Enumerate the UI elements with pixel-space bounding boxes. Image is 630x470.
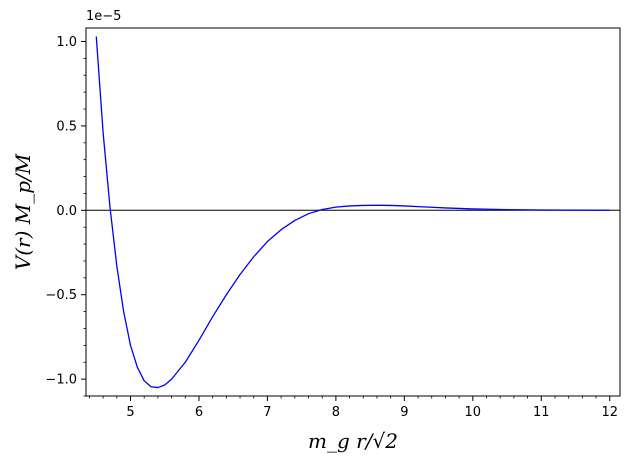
- y-tick-label: −0.5: [45, 288, 77, 303]
- y-tick-label: −1.0: [45, 373, 77, 388]
- x-ticks: 5 6 7 8 9 10 11 12: [89, 396, 618, 420]
- y-tick-label: 1.0: [56, 35, 77, 50]
- series-layer: [95, 36, 610, 389]
- x-tick-label: 5: [126, 405, 134, 420]
- x-tick-label: 10: [465, 405, 482, 420]
- x-axis-label: m_g r/√2: [308, 429, 398, 453]
- x-tick-label: 11: [533, 405, 550, 420]
- plot-frame: [85, 27, 621, 397]
- x-tick-label: 8: [332, 405, 340, 420]
- y-ticks: −1.0 −0.5 0.0 0.5 1.0: [45, 35, 86, 397]
- x-tick-label: 7: [263, 405, 271, 420]
- series-line-0: [95, 36, 610, 389]
- x-tick-label: 12: [601, 405, 618, 420]
- x-tick-label: 9: [400, 405, 408, 420]
- y-tick-label: 0.0: [56, 204, 77, 219]
- y-axis-label: V(r) M_p/M: [11, 153, 35, 270]
- y-tick-label: 0.5: [56, 119, 77, 134]
- y-offset-text: 1e−5: [86, 9, 121, 24]
- x-tick-label: 6: [195, 405, 203, 420]
